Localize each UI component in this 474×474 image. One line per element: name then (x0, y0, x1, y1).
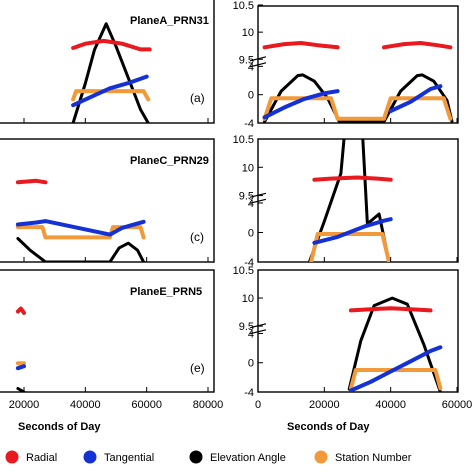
right-x-axis-title: Seconds of Day (287, 421, 370, 433)
y-tick-label: 4 (248, 198, 254, 210)
right-series (262, 41, 454, 124)
right-series (307, 139, 393, 262)
y-tick-label: 10.5 (233, 134, 254, 146)
left-subplot: PlaneC_PRN29 (c) (0, 138, 215, 263)
legend-label: Radial (26, 452, 57, 464)
right-subplot: 10.5 10 9.54 0 -4 (233, 265, 459, 399)
y-tick-label: 0 (248, 358, 254, 370)
legend-marker (314, 450, 328, 464)
axis-break (249, 323, 267, 335)
panels: PlaneA_PRN31(a)10.5109.540-4PlaneC_PRN29… (0, 0, 459, 399)
right-frame (257, 269, 459, 393)
elevation-line (307, 139, 391, 262)
radial-line (262, 41, 340, 50)
left-series (71, 22, 152, 123)
elevation-line (16, 387, 26, 392)
tangential-line (71, 74, 149, 108)
x-tick-label: 0 (255, 399, 261, 411)
station-line (262, 96, 453, 121)
panel-3: PlaneE_PRN5 (e) 10.5 10 9.54 0 -4 (0, 265, 459, 399)
panel-1: PlaneA_PRN31 (a) 10.5 10 9.54 0 -4 (0, 0, 459, 130)
elevation-line (263, 73, 454, 124)
y-tick-label: 9.5 (239, 191, 254, 203)
station-line (71, 89, 151, 102)
panel-title: PlaneA_PRN31 (130, 15, 209, 27)
radial-line (15, 178, 48, 185)
x-tick-label: 60000 (131, 399, 162, 411)
legend-label: Station Number (335, 452, 412, 464)
y-tick-label: -4 (244, 387, 254, 399)
y-tick-label: 0 (248, 90, 254, 102)
y-tick-label: -4 (244, 257, 254, 269)
y-tick-label: -4 (244, 118, 254, 130)
elevation-line (16, 237, 146, 262)
y-tick-label: 10 (242, 27, 254, 39)
x-tick-label: 20000 (9, 399, 40, 411)
panel-title: PlaneE_PRN5 (130, 286, 202, 298)
y-tick-label: 10 (242, 293, 254, 305)
x-tick-label: 40000 (375, 399, 406, 411)
left-x-axis-title: Seconds of Day (18, 421, 101, 433)
station-line (309, 232, 391, 262)
y-tick-label: 9.5 (239, 321, 254, 333)
left-subplot: PlaneE_PRN5 (e) (0, 269, 215, 393)
legend-label: Elevation Angle (210, 452, 286, 464)
axis-break (249, 56, 267, 68)
tangential-line (262, 89, 340, 120)
station-line (15, 225, 146, 240)
right-subplot: 10.5 10 9.54 0 -4 (233, 0, 459, 130)
y-tick-label: 10.5 (233, 265, 254, 277)
x-tick-label: 40000 (70, 399, 101, 411)
y-tick-label: 4 (248, 61, 254, 73)
tangential-line (388, 84, 443, 113)
y-tick-label: 4 (248, 328, 254, 340)
x-tick-label: 80000 (193, 399, 224, 411)
y-tick-label: 10 (242, 162, 254, 174)
legend-label: Tangential (104, 452, 154, 464)
x-tick-label: 60000 (442, 399, 473, 411)
left-frame (0, 269, 215, 393)
left-series (15, 306, 26, 392)
tangential-line (15, 364, 26, 371)
legend-marker (189, 450, 203, 464)
radial-line (15, 306, 26, 315)
elevation-line (71, 22, 150, 123)
y-tick-label: 9.5 (239, 54, 254, 66)
panel-tag: (e) (190, 361, 205, 375)
left-subplot: PlaneA_PRN31 (a) (0, 0, 215, 124)
x-tick-label: 20000 (309, 399, 340, 411)
tangential-line (15, 219, 146, 237)
elevation-line (347, 296, 442, 392)
tangential-line (312, 217, 393, 245)
y-tick-label: 0 (248, 227, 254, 239)
radial-line (312, 175, 393, 182)
radial-line (382, 41, 453, 50)
panel-2: PlaneC_PRN29 (c) 10.5 10 9.54 0 -4 (0, 134, 459, 269)
left-frame (0, 0, 215, 124)
tangential-line (348, 345, 443, 392)
legend-marker (83, 450, 97, 464)
panel-tag: (a) (190, 91, 205, 105)
right-subplot: 10.5 10 9.54 0 -4 (233, 134, 459, 269)
legend: Radial Tangential Elevation Angle Station N… (5, 450, 412, 464)
legend-marker (5, 450, 19, 464)
radial-line (71, 38, 152, 52)
radial-line (348, 306, 433, 313)
left-series (15, 178, 146, 262)
panel-title: PlaneC_PRN29 (130, 155, 209, 167)
panel-tag: (c) (190, 230, 204, 244)
axis-break (249, 192, 267, 204)
y-tick-label: 10.5 (233, 0, 254, 12)
right-frame (257, 138, 459, 263)
right-series (347, 296, 443, 392)
